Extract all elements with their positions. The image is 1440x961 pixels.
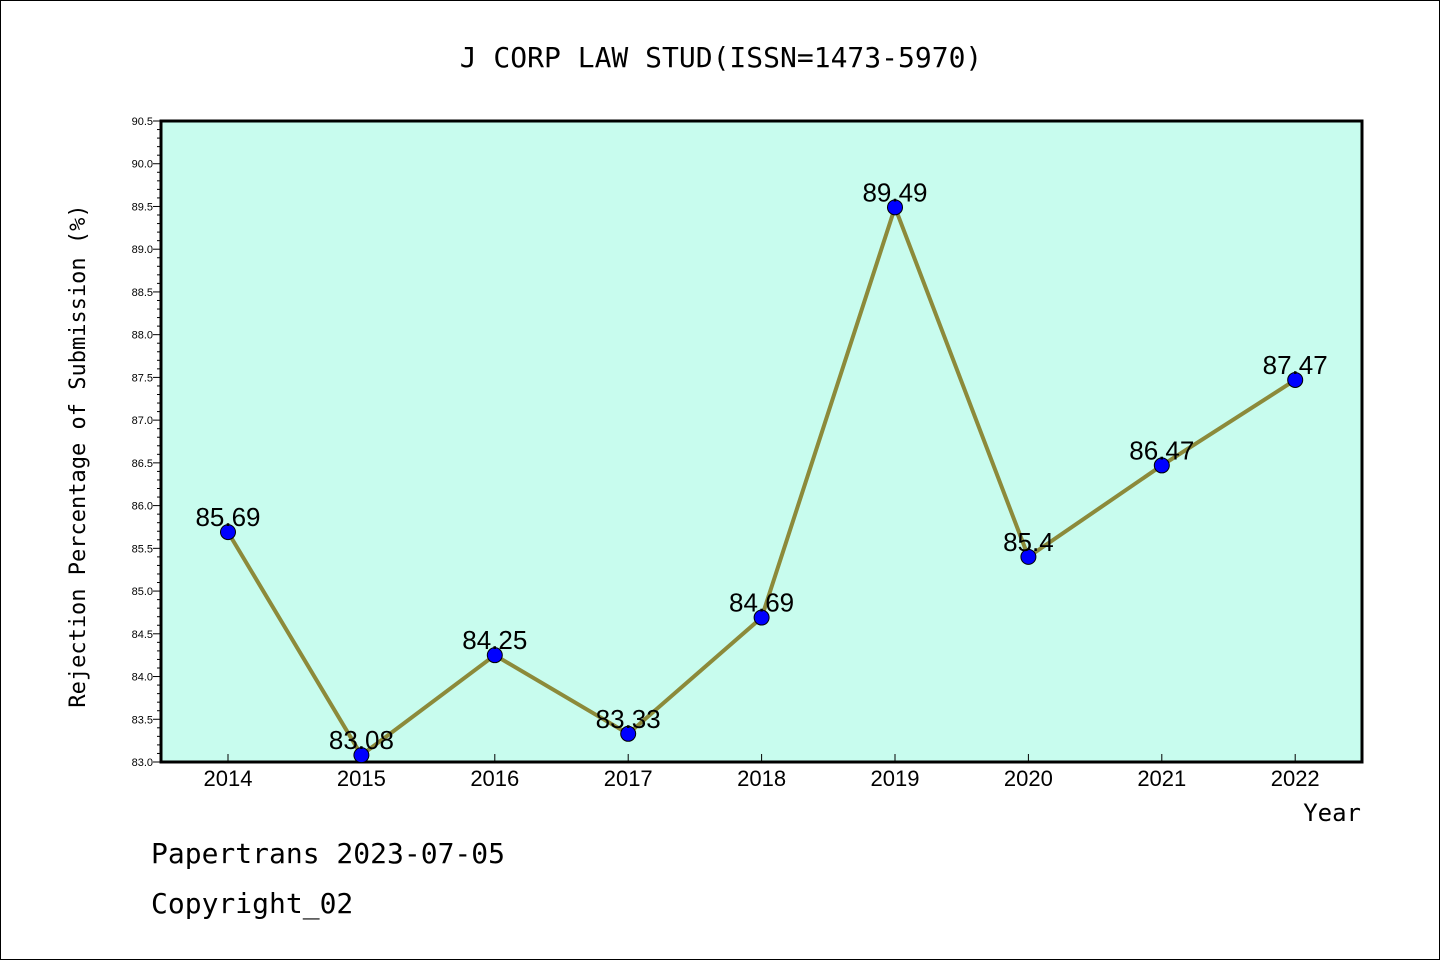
plot-area	[159, 119, 1364, 764]
y-tick-label: 88.0	[132, 330, 153, 342]
x-tick-label: 2021	[1137, 766, 1186, 791]
y-tick-label: 85.0	[132, 586, 153, 598]
y-tick-label: 88.5	[132, 287, 153, 299]
data-label-2018: 84.69	[729, 588, 794, 618]
y-tick-label: 90.5	[132, 116, 153, 128]
y-tick-label: 86.0	[132, 501, 153, 513]
y-tick-label: 83.0	[132, 757, 153, 769]
data-label-2020: 85.4	[1003, 527, 1054, 557]
data-label-2015: 83.08	[329, 725, 394, 755]
data-point-2015	[353, 747, 370, 764]
data-point-2017	[620, 725, 637, 742]
x-tick-label: 2018	[737, 766, 786, 791]
data-label-2016: 84.25	[462, 625, 527, 655]
y-tick-label: 84.5	[132, 629, 153, 641]
data-label-2021: 86.47	[1129, 435, 1194, 465]
data-label-2014: 85.69	[195, 502, 260, 532]
data-labels: 85.69 83.08 84.25 83.33 84.69 89.49 85.4 86.47 8…	[195, 177, 1327, 755]
data-label-2022: 87.47	[1263, 350, 1328, 380]
x-tick-label: 2020	[1004, 766, 1053, 791]
data-label-2019: 89.49	[862, 177, 927, 207]
x-tick-label: 2017	[604, 766, 653, 791]
x-axis: 2014 2015 2016 2017 2018 2019 2020 2021 2022	[204, 754, 1320, 791]
footer-copyright: Copyright_02	[151, 887, 354, 920]
x-axis-label: Year	[1303, 799, 1361, 827]
y-axis: 83.0 83.5 84.0 84.5 85.0 85.5 86.0 86.5 87.0 87.5…	[132, 116, 161, 769]
y-tick-label: 87.0	[132, 415, 153, 427]
data-label-2017: 83.33	[596, 704, 661, 734]
x-tick-label: 2014	[204, 766, 253, 791]
chart-title: J CORP LAW STUD(ISSN=1473-5970)	[460, 41, 983, 74]
y-tick-label: 85.5	[132, 543, 153, 555]
x-tick-label: 2022	[1271, 766, 1320, 791]
y-tick-label: 89.0	[132, 244, 153, 256]
y-tick-label: 86.5	[132, 458, 153, 470]
y-tick-label: 90.0	[132, 159, 153, 171]
y-tick-label: 87.5	[132, 372, 153, 384]
x-tick-label: 2019	[871, 766, 920, 791]
x-tick-label: 2016	[470, 766, 519, 791]
data-point-2016	[486, 647, 503, 664]
data-point-2018	[753, 609, 770, 626]
data-point-2019	[887, 199, 903, 216]
x-tick-label: 2015	[337, 766, 386, 791]
footer-date: Papertrans 2023-07-05	[151, 837, 506, 870]
data-point-2022	[1287, 371, 1304, 388]
data-point-2020	[1020, 548, 1037, 565]
y-tick-label: 84.0	[132, 672, 153, 684]
data-point-2014	[220, 524, 236, 541]
y-axis-label: Rejection Percentage of Submission (%)	[66, 204, 91, 707]
series-rejection-percentage	[220, 199, 1304, 764]
data-point-2021	[1153, 457, 1170, 474]
y-tick-label: 89.5	[132, 201, 153, 213]
y-tick-label: 83.5	[132, 714, 153, 726]
